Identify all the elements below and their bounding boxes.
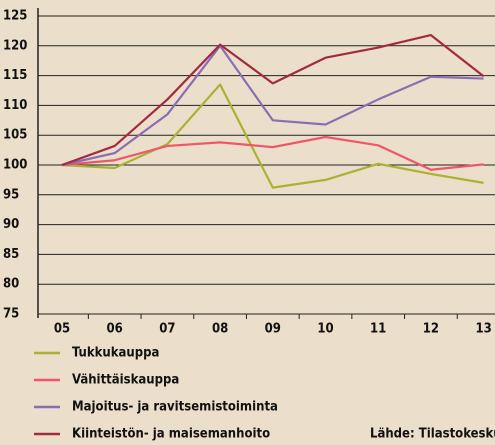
x-tick-label: 07 xyxy=(159,322,175,337)
y-tick-label: 105 xyxy=(3,128,27,143)
x-tick-label: 11 xyxy=(370,322,386,337)
source: Lähde: Tilastokeskus xyxy=(370,427,495,442)
y-tick-label: 120 xyxy=(3,38,27,53)
x-tick-label: 08 xyxy=(212,322,228,337)
y-tick-label: 80 xyxy=(3,277,19,292)
legend-label: Vähittäiskauppa xyxy=(72,373,179,388)
y-tick-label: 125 xyxy=(3,9,27,24)
x-tick-label: 13 xyxy=(475,322,491,337)
legend-label: Kiinteistön- ja maisemanhoito xyxy=(72,427,270,442)
y-tick-label: 90 xyxy=(3,217,19,232)
series-line xyxy=(61,33,485,167)
x-tick-label: 09 xyxy=(265,322,281,337)
legend-label: Majoitus- ja ravitsemistoiminta xyxy=(72,400,278,415)
y-tick-label: 115 xyxy=(3,68,27,83)
y-tick-label: 100 xyxy=(3,158,27,173)
legend-label: Tukkukauppa xyxy=(72,346,159,361)
x-tick-label: 10 xyxy=(317,322,333,337)
series-line xyxy=(61,44,484,167)
x-tick-label: 12 xyxy=(423,322,439,337)
y-tick-label: 95 xyxy=(3,187,19,202)
y-tick-label: 110 xyxy=(3,98,27,113)
x-tick-label: 06 xyxy=(107,322,123,337)
series-line xyxy=(61,83,484,189)
x-tick-label: 05 xyxy=(54,322,70,337)
series-line xyxy=(61,135,484,171)
y-tick-label: 75 xyxy=(3,307,19,322)
y-tick-label: 85 xyxy=(3,247,19,262)
